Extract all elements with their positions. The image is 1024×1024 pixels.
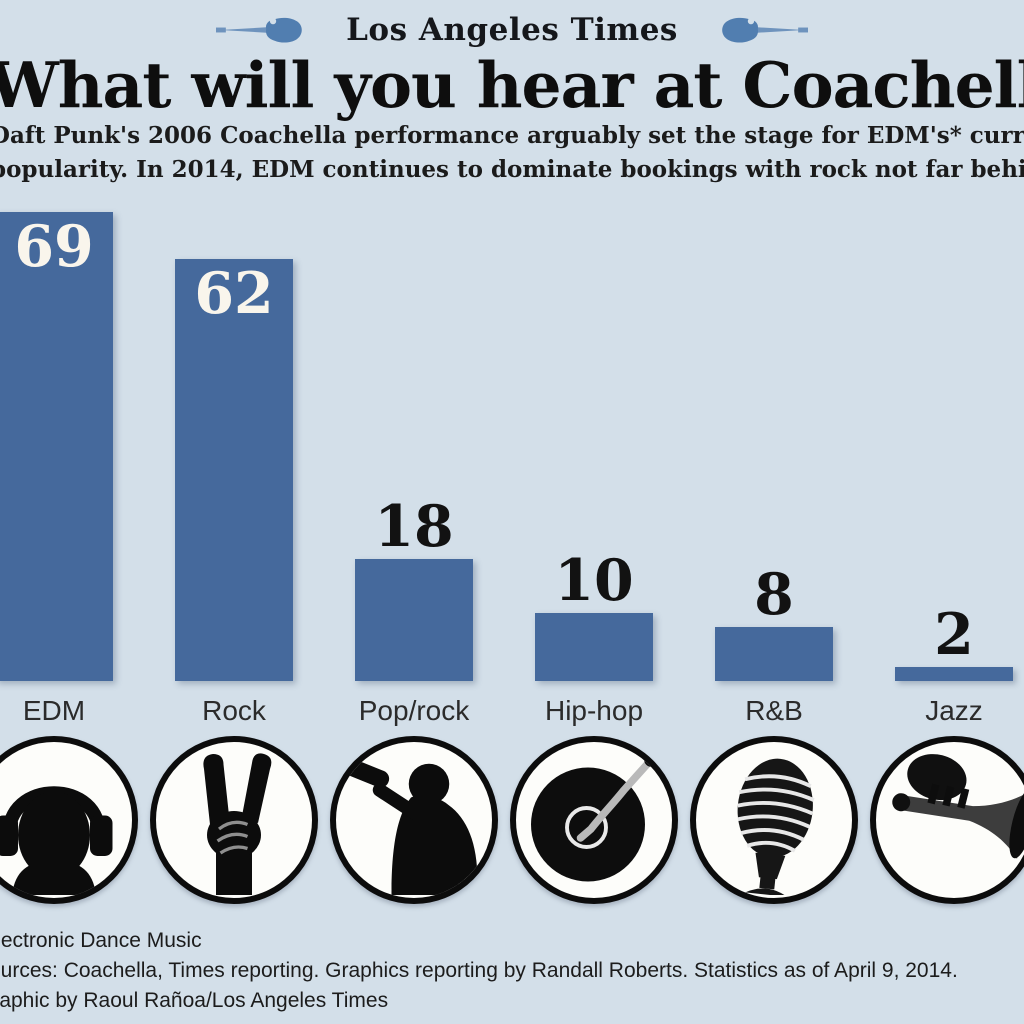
guitar-icon bbox=[216, 17, 302, 43]
genre-icon-cell bbox=[324, 736, 504, 904]
genre-icon-cell bbox=[864, 736, 1024, 904]
bar bbox=[895, 667, 1013, 681]
subtitle-line-1: Daft Punk's 2006 Coachella performance a… bbox=[0, 122, 1024, 149]
guitar-icon bbox=[722, 17, 808, 43]
bar-value-label: 62 bbox=[194, 260, 274, 327]
footnote-sources: Sources: Coachella, Times reporting. Gra… bbox=[0, 959, 958, 982]
genre-label: Pop/rock bbox=[358, 695, 470, 726]
bar-column: 62 bbox=[144, 195, 324, 681]
genre-icon-cell bbox=[144, 736, 324, 904]
genre-label: EDM bbox=[22, 695, 86, 726]
genre-icon-cell bbox=[684, 736, 864, 904]
subtitle: Daft Punk's 2006 Coachella performance a… bbox=[0, 119, 1024, 187]
footnote-credit: Graphic by Raoul Rañoa/Los Angeles Times bbox=[0, 989, 389, 1012]
trumpet-icon bbox=[870, 736, 1024, 904]
subtitle-line-2: popularity. In 2014, EDM continues to do… bbox=[0, 156, 1024, 183]
bar-column: 10 bbox=[504, 195, 684, 681]
vintage-microphone-icon bbox=[690, 736, 858, 904]
la-times-logo: Los Angeles Times bbox=[346, 12, 678, 48]
genre-icon-cell bbox=[0, 736, 144, 904]
masthead: Los Angeles Times bbox=[0, 8, 1024, 52]
turntable-icon bbox=[510, 736, 678, 904]
genre-label: R&B bbox=[745, 695, 803, 726]
bar-column: 69 bbox=[0, 195, 144, 681]
category-labels: EDM Rock Pop/rock Hip-hop R&B Jazz bbox=[0, 695, 1024, 727]
bar-column: 2 bbox=[864, 195, 1024, 681]
bar bbox=[715, 627, 833, 681]
genre-icons bbox=[0, 736, 1024, 904]
genre-label: Jazz bbox=[925, 695, 983, 726]
bar-column: 18 bbox=[324, 195, 504, 681]
page-title: What will you hear at Coachella? bbox=[0, 48, 1024, 122]
rock-horns-hand-icon bbox=[150, 736, 318, 904]
headphones-listener-icon bbox=[0, 736, 138, 904]
bar: 69 bbox=[0, 212, 113, 681]
genre-label: Hip-hop bbox=[544, 695, 644, 726]
bar-value-label: 8 bbox=[754, 560, 794, 628]
bar-value-label: 69 bbox=[14, 213, 94, 280]
singer-microphone-icon bbox=[330, 736, 498, 904]
bar: 62 bbox=[175, 259, 293, 681]
bar-value-label: 18 bbox=[374, 492, 454, 560]
bar-value-label: 2 bbox=[934, 600, 974, 668]
bar bbox=[535, 613, 653, 681]
genre-icon-cell bbox=[504, 736, 684, 904]
genre-label: Rock bbox=[202, 695, 266, 726]
bar-chart: 69 62 18 10 8 2 bbox=[0, 195, 1024, 681]
bar bbox=[355, 559, 473, 681]
bar-column: 8 bbox=[684, 195, 864, 681]
bar-value-label: 10 bbox=[554, 546, 634, 614]
footnote-asterisk: *Electronic Dance Music bbox=[0, 929, 202, 952]
